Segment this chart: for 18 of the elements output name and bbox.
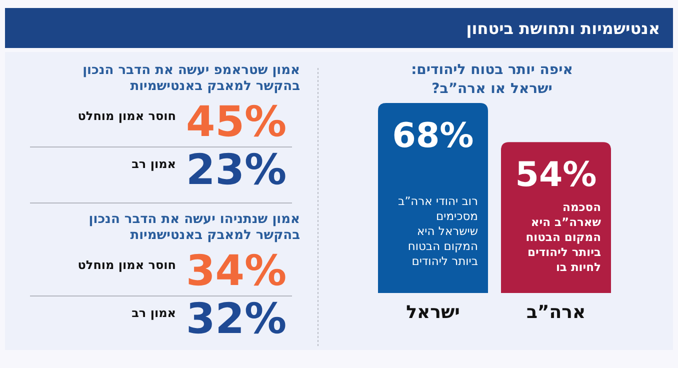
text: אמון שנתניהו יעשה את הדבר הנכון בהקשר למאבק באנטישמיות <box>88 212 300 243</box>
chart-subtitle: איפה יותר בטוח ליהודים: ישראל או ארה”ב? <box>411 62 573 97</box>
chart-title: אנטישמיות ותחושת ביטחון <box>466 19 660 38</box>
category-label: חוסר אמון מוחלט <box>78 258 176 272</box>
annotation: רוב יהודי ארה”ב מסכימים שישראל היא המקום הבטוח ביותר ליהודים <box>398 194 478 268</box>
text: 34% <box>186 246 287 295</box>
annotation: הסכמה שארה”ב היא המקום הבטוח ביותר ליהודים לחיות בו <box>526 200 602 274</box>
text: 23% <box>186 145 287 194</box>
x-tick-label: ישראל <box>406 302 460 323</box>
category-label: אמון רב <box>132 157 176 171</box>
category-label: אמון רב <box>132 306 176 320</box>
data-label: 54% <box>515 155 597 196</box>
text: 32% <box>186 294 287 343</box>
text: 45% <box>186 97 287 146</box>
data-label: 68% <box>392 116 474 156</box>
text: אמון שטראמפ יעשה את הדבר הנכון בהקשר למאבק באנטישמיות <box>82 63 300 94</box>
category-label: חוסר אמון מוחלט <box>78 109 176 123</box>
x-tick-label: ארה”ב <box>526 302 586 323</box>
